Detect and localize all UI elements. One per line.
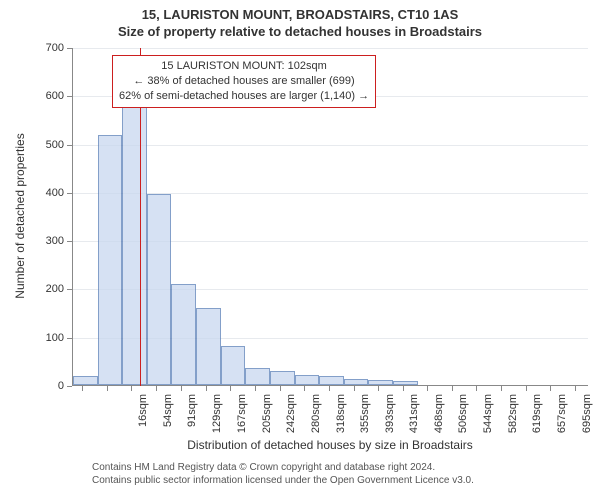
y-tick-mark bbox=[67, 386, 72, 387]
y-axis-label: Number of detached properties bbox=[13, 116, 27, 316]
bar bbox=[344, 379, 369, 385]
x-tick-mark bbox=[230, 386, 231, 391]
x-tick-mark bbox=[501, 386, 502, 391]
info-box-line: 15 LAURISTON MOUNT: 102sqm bbox=[119, 59, 369, 74]
title-line-1: 15, LAURISTON MOUNT, BROADSTAIRS, CT10 1… bbox=[0, 7, 600, 22]
chart-canvas: 15, LAURISTON MOUNT, BROADSTAIRS, CT10 1… bbox=[0, 0, 600, 500]
y-tick-label: 300 bbox=[0, 235, 64, 247]
y-tick-label: 200 bbox=[0, 283, 64, 295]
x-axis-label: Distribution of detached houses by size … bbox=[72, 438, 588, 452]
x-tick-label: 695sqm bbox=[581, 394, 593, 444]
footnote-line: Contains HM Land Registry data © Crown c… bbox=[92, 462, 474, 475]
x-tick-label: 431sqm bbox=[408, 394, 420, 444]
x-tick-label: 619sqm bbox=[531, 394, 543, 444]
x-tick-mark bbox=[156, 386, 157, 391]
x-tick-mark bbox=[206, 386, 207, 391]
bar bbox=[270, 371, 295, 385]
x-tick-mark bbox=[526, 386, 527, 391]
bar bbox=[319, 376, 344, 385]
x-tick-label: 91sqm bbox=[186, 394, 198, 444]
y-tick-label: 600 bbox=[0, 90, 64, 102]
x-tick-label: 280sqm bbox=[310, 394, 322, 444]
y-tick-mark bbox=[67, 289, 72, 290]
bar bbox=[122, 76, 147, 385]
x-tick-label: 205sqm bbox=[261, 394, 273, 444]
x-tick-mark bbox=[378, 386, 379, 391]
bar bbox=[393, 381, 418, 385]
footnote: Contains HM Land Registry data © Crown c… bbox=[92, 462, 474, 487]
bar bbox=[295, 375, 320, 385]
bar bbox=[98, 135, 123, 385]
y-tick-mark bbox=[67, 241, 72, 242]
y-tick-mark bbox=[67, 48, 72, 49]
y-tick-label: 400 bbox=[0, 187, 64, 199]
x-tick-mark bbox=[131, 386, 132, 391]
bar bbox=[196, 308, 221, 385]
bar bbox=[147, 194, 172, 385]
y-tick-mark bbox=[67, 193, 72, 194]
x-tick-label: 355sqm bbox=[359, 394, 371, 444]
x-tick-mark bbox=[427, 386, 428, 391]
info-box-line: ← 38% of detached houses are smaller (69… bbox=[119, 74, 369, 89]
bar bbox=[73, 376, 98, 385]
bar bbox=[368, 380, 393, 385]
x-tick-label: 393sqm bbox=[384, 394, 396, 444]
y-tick-mark bbox=[67, 338, 72, 339]
x-tick-mark bbox=[181, 386, 182, 391]
x-tick-label: 242sqm bbox=[285, 394, 297, 444]
info-box-line: 62% of semi-detached houses are larger (… bbox=[119, 89, 369, 104]
x-tick-mark bbox=[403, 386, 404, 391]
x-tick-label: 468sqm bbox=[433, 394, 445, 444]
x-tick-label: 582sqm bbox=[507, 394, 519, 444]
bar bbox=[221, 346, 246, 385]
x-tick-label: 129sqm bbox=[211, 394, 223, 444]
x-tick-label: 167sqm bbox=[236, 394, 248, 444]
bar bbox=[171, 284, 196, 385]
x-tick-mark bbox=[575, 386, 576, 391]
x-tick-mark bbox=[304, 386, 305, 391]
x-tick-label: 54sqm bbox=[162, 394, 174, 444]
x-tick-label: 544sqm bbox=[482, 394, 494, 444]
x-tick-mark bbox=[255, 386, 256, 391]
y-tick-label: 100 bbox=[0, 332, 64, 344]
y-tick-mark bbox=[67, 96, 72, 97]
gridline bbox=[73, 48, 588, 49]
x-tick-mark bbox=[354, 386, 355, 391]
x-tick-label: 318sqm bbox=[335, 394, 347, 444]
x-tick-label: 657sqm bbox=[556, 394, 568, 444]
title-line-2: Size of property relative to detached ho… bbox=[0, 24, 600, 39]
y-tick-label: 0 bbox=[0, 380, 64, 392]
x-tick-mark bbox=[107, 386, 108, 391]
info-box: 15 LAURISTON MOUNT: 102sqm← 38% of detac… bbox=[112, 55, 376, 108]
bar bbox=[245, 368, 270, 385]
x-tick-mark bbox=[550, 386, 551, 391]
x-tick-mark bbox=[280, 386, 281, 391]
gridline bbox=[73, 145, 588, 146]
x-tick-mark bbox=[452, 386, 453, 391]
x-tick-mark bbox=[329, 386, 330, 391]
y-tick-label: 500 bbox=[0, 139, 64, 151]
x-tick-mark bbox=[82, 386, 83, 391]
footnote-line: Contains public sector information licen… bbox=[92, 475, 474, 488]
y-tick-label: 700 bbox=[0, 42, 64, 54]
x-tick-label: 16sqm bbox=[137, 394, 149, 444]
x-tick-label: 506sqm bbox=[457, 394, 469, 444]
y-tick-mark bbox=[67, 145, 72, 146]
x-tick-mark bbox=[476, 386, 477, 391]
